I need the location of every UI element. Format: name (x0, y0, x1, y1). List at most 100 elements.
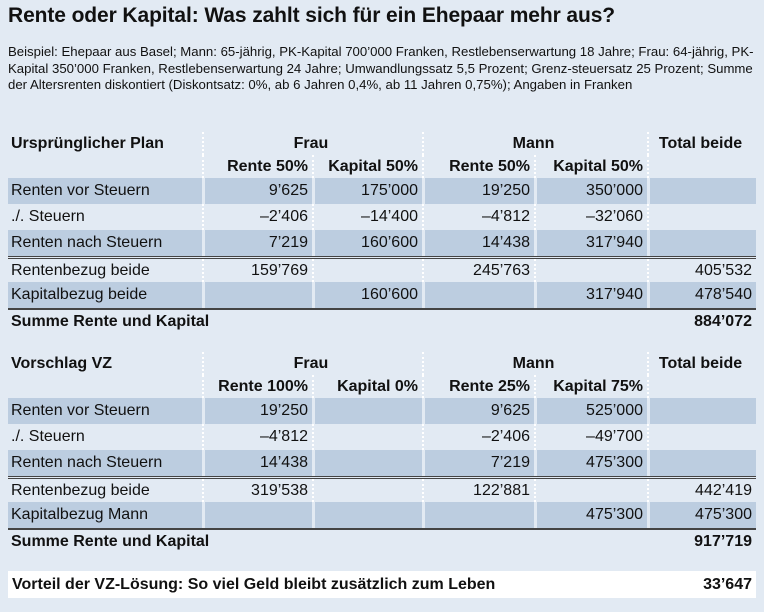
sum-row: Summe Rente und Kapital 884’072 (8, 308, 756, 334)
header-mann: Mann (422, 132, 647, 155)
row-value: 405’532 (647, 259, 756, 282)
row-value: 9’625 (422, 398, 534, 424)
row-label: Rentenbezug beide (11, 261, 150, 279)
row-value: 122’881 (422, 479, 534, 502)
subheader-spacer (647, 155, 756, 178)
row-value: 317’940 (534, 282, 647, 308)
sum-label: Summe Rente und Kapital (11, 533, 210, 550)
row-value (647, 230, 756, 256)
row-value (647, 398, 756, 424)
table-row: ./. Steuern –2’406 –14’400 –4’812 –32’060 (8, 204, 756, 230)
subheader-cell: Kapital 0% (312, 375, 422, 398)
row-value: 475’300 (647, 502, 756, 528)
row-value (534, 479, 647, 502)
row-value: 525’000 (534, 398, 647, 424)
row-value: 175’000 (312, 178, 422, 204)
row-label: ./. Steuern (11, 208, 85, 225)
row-value: 442’419 (647, 479, 756, 502)
row-value: 475’300 (534, 450, 647, 476)
table-row: Renten nach Steuern 7’219 160’600 14’438 317… (8, 230, 756, 256)
section-vz-proposal: Vorschlag VZ Frau Mann Total beide Rente 100… (8, 352, 756, 554)
row-value (312, 450, 422, 476)
row-label: Kapitalbezug Mann (8, 502, 202, 528)
advantage-value: 33’647 (703, 575, 752, 593)
subheader-spacer (647, 375, 756, 398)
row-value: 14’438 (202, 450, 312, 476)
row-value: –14’400 (312, 204, 422, 230)
intro-text: Beispiel: Ehepaar aus Basel; Mann: 65-jä… (8, 44, 754, 92)
row-value: 475’300 (534, 502, 647, 528)
subheader-cell: Rente 50% (202, 155, 312, 178)
row-label: Kapitalbezug beide (8, 282, 202, 308)
row-value: 159’769 (202, 259, 312, 282)
row-label: ./. Steuern (11, 428, 85, 445)
subheader-cell: Rente 50% (422, 155, 534, 178)
sum-row: Summe Rente und Kapital 917’719 (8, 528, 756, 554)
row-value: –2’406 (422, 424, 534, 450)
subheader-cell: Rente 25% (422, 375, 534, 398)
row-value: –49’700 (534, 424, 647, 450)
section-original-plan: Ursprünglicher Plan Frau Mann Total beide Re… (8, 132, 756, 334)
row-value: 7’219 (422, 450, 534, 476)
subheader-spacer (8, 375, 202, 398)
subheader-cell: Rente 100% (202, 375, 312, 398)
row-value: –4’812 (202, 424, 312, 450)
row-value (422, 502, 534, 528)
table-row: ./. Steuern –4’812 –2’406 –49’700 (8, 424, 756, 450)
row-value (647, 204, 756, 230)
table-row: Rentenbezug beide 159’769 245’763 405’532 (8, 256, 756, 282)
table-row: Kapitalbezug Mann 475’300 475’300 (8, 502, 756, 528)
row-label: Rentenbezug beide (11, 481, 150, 499)
page-title: Rente oder Kapital: Was zahlt sich für e… (8, 4, 616, 27)
row-value: 317’940 (534, 230, 647, 256)
sum-value: 917’719 (694, 533, 752, 550)
row-label: Renten nach Steuern (8, 450, 202, 476)
row-value: 160’600 (312, 230, 422, 256)
advantage-box: Vorteil der VZ-Lösung: So viel Geld blei… (8, 571, 756, 598)
row-value (534, 259, 647, 282)
row-value (647, 424, 756, 450)
row-value (312, 502, 422, 528)
row-value: 9’625 (202, 178, 312, 204)
row-value: 19’250 (422, 178, 534, 204)
header-frau: Frau (202, 132, 422, 155)
section-title: Vorschlag VZ (11, 354, 113, 372)
section-title: Ursprünglicher Plan (11, 134, 164, 152)
subheader-cell: Kapital 50% (534, 155, 647, 178)
header-total: Total beide (647, 352, 756, 375)
header-mann: Mann (422, 352, 647, 375)
row-value: 319’538 (202, 479, 312, 502)
subheader-spacer (8, 155, 202, 178)
row-value: –32’060 (534, 204, 647, 230)
subheader-cell: Kapital 50% (312, 155, 422, 178)
row-value (422, 282, 534, 308)
row-value (312, 479, 422, 502)
row-value: 245’763 (422, 259, 534, 282)
row-value (312, 398, 422, 424)
advantage-label: Vorteil der VZ-Lösung: So viel Geld blei… (12, 575, 496, 593)
row-value: 14’438 (422, 230, 534, 256)
row-label: Renten nach Steuern (8, 230, 202, 256)
sum-value: 884’072 (694, 313, 752, 330)
row-label: Renten vor Steuern (8, 398, 202, 424)
row-value: 350’000 (534, 178, 647, 204)
row-value: 160’600 (312, 282, 422, 308)
table-row: Kapitalbezug beide 160’600 317’940 478’540 (8, 282, 756, 308)
row-value (647, 450, 756, 476)
row-value: –4’812 (422, 204, 534, 230)
row-value (647, 178, 756, 204)
header-total: Total beide (647, 132, 756, 155)
row-value: 478’540 (647, 282, 756, 308)
row-label: Renten vor Steuern (8, 178, 202, 204)
header-row: Vorschlag VZ Frau Mann Total beide (8, 352, 756, 375)
header-row: Ursprünglicher Plan Frau Mann Total beide (8, 132, 756, 155)
table-row: Renten nach Steuern 14’438 7’219 475’300 (8, 450, 756, 476)
subheader-row: Rente 100% Kapital 0% Rente 25% Kapital 75% (8, 375, 756, 398)
row-value: –2’406 (202, 204, 312, 230)
header-frau: Frau (202, 352, 422, 375)
row-value (312, 424, 422, 450)
row-value (202, 502, 312, 528)
subheader-cell: Kapital 75% (534, 375, 647, 398)
table-row: Renten vor Steuern 9’625 175’000 19’250 350’… (8, 178, 756, 204)
row-value: 7’219 (202, 230, 312, 256)
